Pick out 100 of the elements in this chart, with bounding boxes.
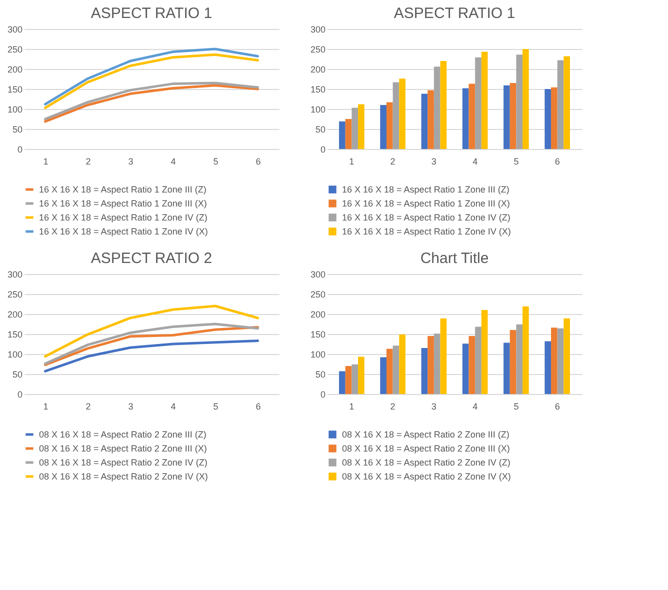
bar (345, 119, 352, 149)
y-tick-label: 300 (7, 270, 22, 280)
chart-title: ASPECT RATIO 1 (394, 5, 516, 22)
bar (550, 87, 558, 149)
x-tick-label: 2 (390, 402, 396, 412)
y-tick-label: 0 (320, 144, 326, 154)
x-tick-label: 5 (213, 156, 218, 166)
bar (564, 56, 570, 149)
x-tick-label: 1 (43, 402, 48, 412)
bar (434, 334, 440, 394)
bar (462, 344, 469, 394)
x-tick-label: 6 (256, 402, 261, 412)
bar (475, 57, 482, 149)
y-tick-label: 100 (310, 350, 326, 360)
y-tick-label: 250 (7, 44, 22, 54)
y-tick-label: 200 (310, 310, 326, 320)
bar (516, 324, 523, 394)
y-tick-label: 50 (12, 370, 22, 380)
bar (358, 356, 364, 394)
legend-label: 08 X 16 X 18 = Aspect Ratio 2 Zone IV (X) (39, 472, 208, 482)
bar (345, 366, 352, 394)
bar (339, 121, 346, 149)
y-tick-label: 200 (7, 64, 22, 74)
y-tick-label: 50 (12, 124, 22, 134)
y-tick-label: 250 (310, 44, 326, 54)
bar (352, 364, 358, 394)
bar (481, 310, 488, 394)
y-tick-label: 50 (315, 370, 326, 380)
y-tick-label: 100 (7, 104, 22, 114)
bar (468, 336, 476, 394)
bar (428, 336, 434, 394)
x-tick-label: 3 (431, 402, 436, 412)
y-tick-label: 0 (320, 390, 326, 400)
bar (510, 83, 516, 149)
legend-label: 16 X 16 X 18 = Aspect Ratio 1 Zone III (Z) (39, 184, 206, 194)
legend-label: 08 X 16 X 18 = Aspect Ratio 2 Zone III (Z) (342, 430, 510, 440)
y-tick-label: 150 (7, 84, 22, 94)
bar (510, 330, 516, 394)
bar (386, 102, 393, 149)
y-tick-label: 150 (7, 330, 22, 340)
bar (544, 341, 551, 394)
x-tick-label: 5 (514, 156, 519, 166)
bar (468, 84, 476, 149)
y-tick-label: 150 (310, 330, 326, 340)
legend-label: 16 X 16 X 18 = Aspect Ratio 1 Zone IV (Z) (39, 212, 208, 222)
y-tick-label: 300 (7, 24, 22, 34)
bar (440, 318, 447, 394)
chart-title: Chart Title (420, 250, 489, 267)
x-tick-label: 5 (514, 402, 519, 412)
legend-label: 08 X 16 X 18 = Aspect Ratio 2 Zone III (X) (39, 444, 207, 454)
legend-label: 08 X 16 X 18 = Aspect Ratio 2 Zone IV (Z) (39, 458, 208, 468)
bar (399, 334, 406, 394)
x-tick-label: 6 (554, 156, 560, 166)
bar (380, 357, 386, 394)
legend-label: 16 X 16 X 18 = Aspect Ratio 1 Zone IV (X) (342, 226, 511, 236)
legend-label: 08 X 16 X 18 = Aspect Ratio 2 Zone III (Z) (39, 430, 206, 440)
bar (557, 328, 564, 394)
legend-label: 16 X 16 X 18 = Aspect Ratio 1 Zone IV (Z) (342, 212, 510, 222)
x-tick-label: 5 (213, 402, 218, 412)
bar (550, 328, 558, 394)
x-tick-label: 4 (472, 402, 478, 412)
y-tick-label: 250 (7, 290, 22, 300)
bar (557, 60, 564, 149)
chart-title: ASPECT RATIO 2 (90, 250, 212, 267)
x-tick-label: 6 (256, 156, 261, 166)
x-tick-label: 4 (170, 402, 176, 412)
y-tick-label: 200 (7, 310, 22, 320)
bar (352, 108, 358, 149)
bar (481, 52, 488, 149)
line-series (44, 53, 259, 110)
bar (392, 82, 400, 149)
y-tick-label: 100 (7, 350, 22, 360)
line-series (44, 304, 259, 358)
y-tick-label: 150 (310, 84, 326, 94)
y-tick-label: 250 (310, 290, 326, 300)
bar (434, 66, 440, 149)
legend-label: 16 X 16 X 18 = Aspect Ratio 1 Zone III (X) (39, 198, 207, 208)
legend-label: 16 X 16 X 18 = Aspect Ratio 1 Zone III (X) (342, 198, 510, 208)
bar (516, 54, 523, 149)
x-tick-label: 4 (170, 156, 176, 166)
bar (399, 78, 406, 149)
legend-label: 16 X 16 X 18 = Aspect Ratio 1 Zone III (Z) (342, 184, 510, 194)
y-tick-label: 300 (310, 270, 326, 280)
y-tick-label: 0 (17, 390, 22, 400)
bar (358, 104, 364, 149)
bar (440, 61, 447, 149)
x-tick-label: 2 (86, 156, 91, 166)
bar (504, 342, 510, 394)
bar (392, 346, 400, 394)
bar (522, 49, 529, 149)
bar (339, 371, 346, 394)
y-tick-label: 200 (310, 64, 326, 74)
x-tick-label: 4 (472, 156, 478, 166)
bar (380, 105, 386, 149)
bar (386, 348, 393, 394)
bar (421, 348, 428, 394)
x-tick-label: 3 (128, 156, 134, 166)
x-tick-label: 1 (349, 402, 354, 412)
line-series (44, 48, 259, 106)
bar (462, 88, 469, 149)
